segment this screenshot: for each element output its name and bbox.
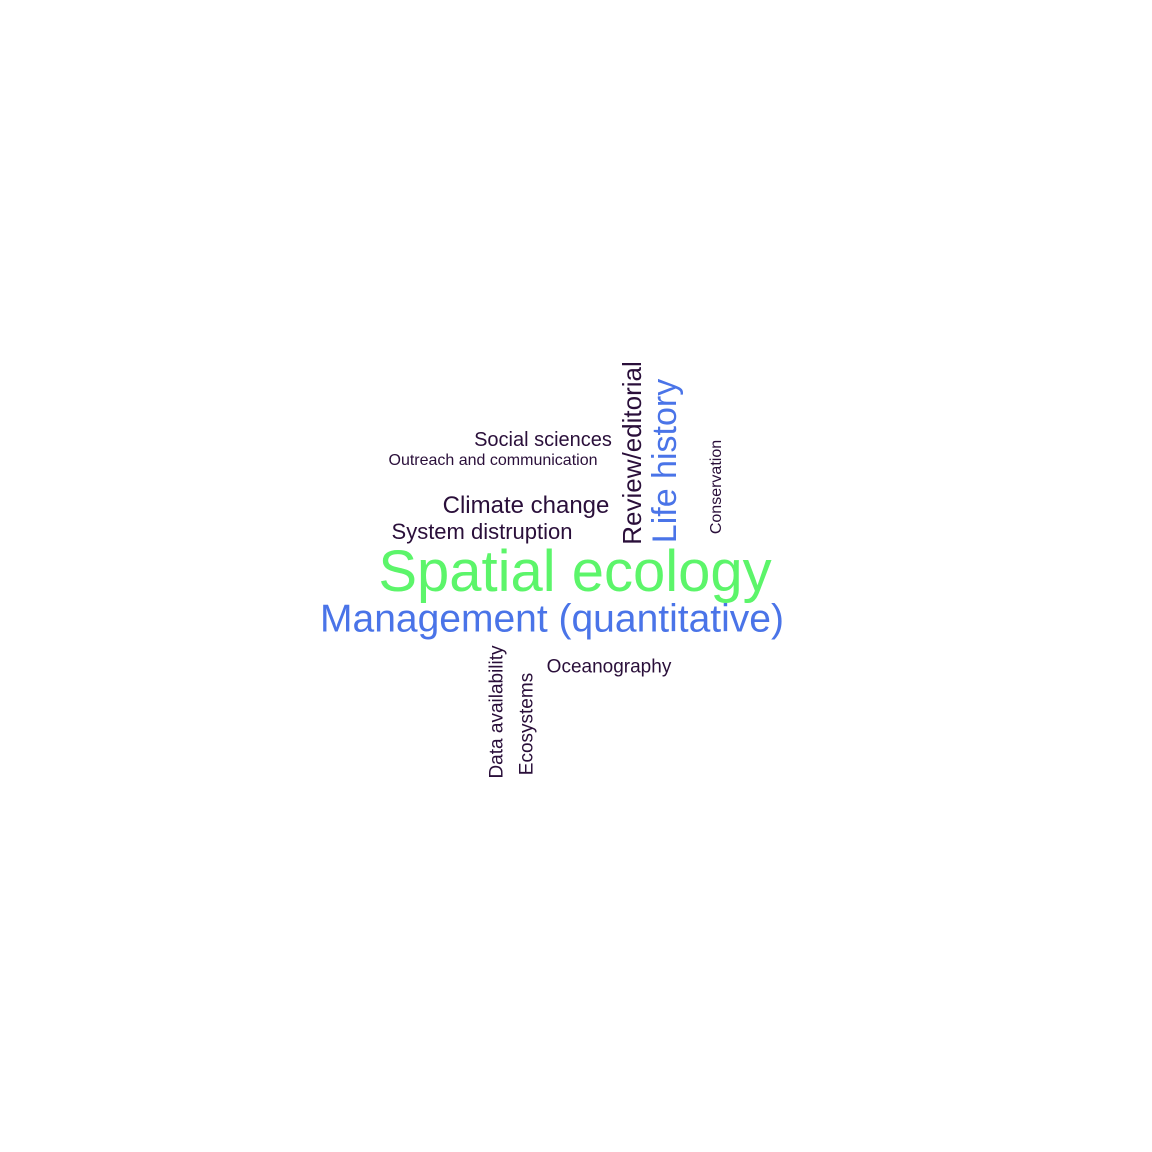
word-ecosystems: Ecosystems	[516, 672, 538, 776]
word-management-quantitative: Management (quantitative)	[320, 597, 784, 641]
word-climate-change: Climate change	[442, 492, 610, 519]
word-data-availability: Data availability	[486, 645, 508, 779]
word-review-editorial: Review/editorial	[617, 361, 647, 545]
word-conservation: Conservation	[708, 439, 725, 535]
word-outreach-and-communication: Outreach and communication	[388, 452, 598, 469]
word-life-history: Life history	[646, 378, 684, 544]
word-social-sciences: Social sciences	[474, 429, 612, 451]
word-spatial-ecology: Spatial ecology	[378, 539, 772, 604]
word-system-distruption: System distruption	[391, 519, 573, 544]
word-oceanography: Oceanography	[546, 656, 672, 678]
